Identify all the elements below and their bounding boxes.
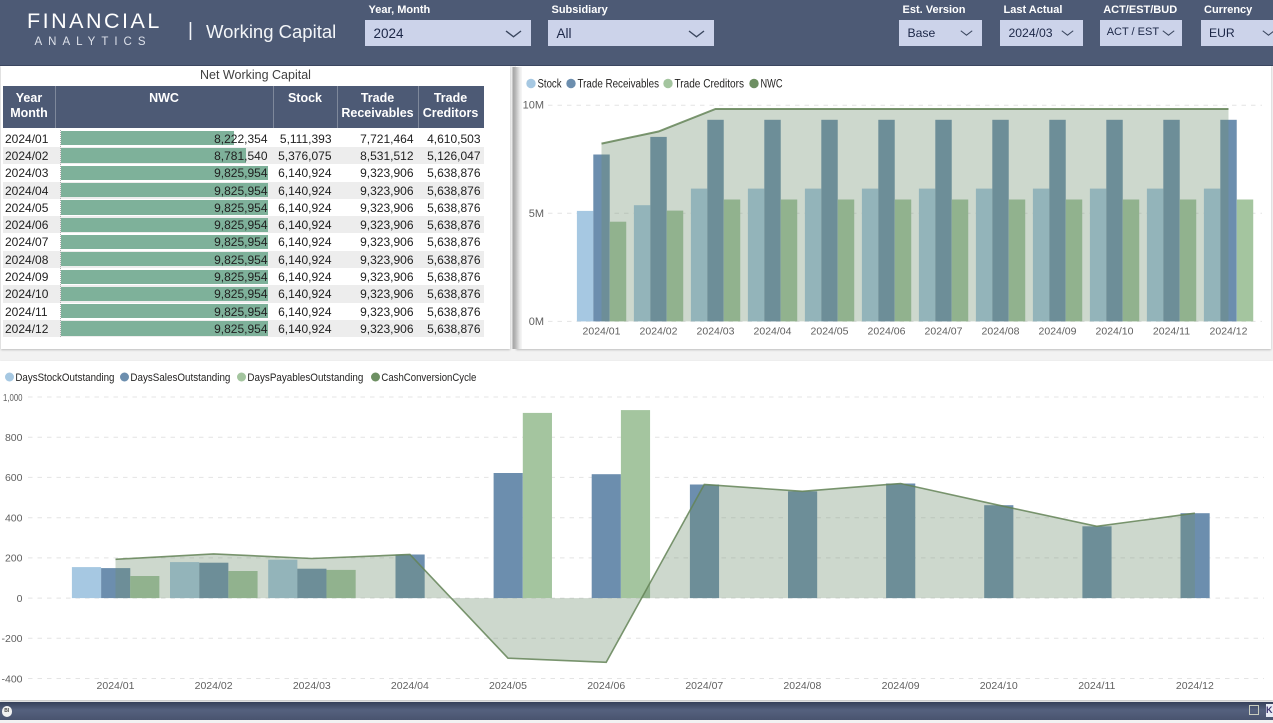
svg-text:2024/08: 2024/08 xyxy=(982,326,1020,338)
svg-text:2024/01: 2024/01 xyxy=(97,680,135,692)
svg-text:2024/02: 2024/02 xyxy=(195,680,233,692)
svg-text:2024/03: 2024/03 xyxy=(293,680,331,692)
svg-text:2024/11: 2024/11 xyxy=(1153,326,1190,338)
svg-text:0M: 0M xyxy=(529,316,544,328)
svg-text:2024/06: 2024/06 xyxy=(587,680,625,692)
svg-text:2024/04: 2024/04 xyxy=(754,326,792,338)
svg-text:Trade Receivables: Trade Receivables xyxy=(578,79,660,91)
svg-text:10M: 10M xyxy=(523,100,544,112)
svg-text:2024/02: 2024/02 xyxy=(640,326,678,338)
svg-text:600: 600 xyxy=(5,472,23,484)
svg-text:Stock: Stock xyxy=(538,79,562,91)
svg-text:2024/12: 2024/12 xyxy=(1176,680,1214,692)
svg-text:2024/10: 2024/10 xyxy=(980,680,1018,692)
svg-text:2024/09: 2024/09 xyxy=(882,680,920,692)
svg-text:2024/09: 2024/09 xyxy=(1039,326,1077,338)
svg-text:2024/06: 2024/06 xyxy=(868,326,906,338)
svg-text:CashConversionCycle: CashConversionCycle xyxy=(381,372,476,384)
svg-text:DaysPayablesOutstanding: DaysPayablesOutstanding xyxy=(247,372,363,384)
svg-text:2024/07: 2024/07 xyxy=(925,326,963,338)
svg-text:-400: -400 xyxy=(1,673,22,685)
svg-text:Trade Creditors: Trade Creditors xyxy=(675,79,745,91)
svg-text:400: 400 xyxy=(5,513,23,525)
svg-text:-200: -200 xyxy=(1,633,22,645)
svg-text:DaysSalesOutstanding: DaysSalesOutstanding xyxy=(130,372,230,384)
svg-text:1,000: 1,000 xyxy=(3,392,23,404)
svg-text:2024/08: 2024/08 xyxy=(783,680,821,692)
svg-text:2024/07: 2024/07 xyxy=(685,680,723,692)
svg-text:NWC: NWC xyxy=(761,79,783,91)
svg-text:2024/01: 2024/01 xyxy=(583,326,621,338)
svg-text:200: 200 xyxy=(5,553,23,565)
svg-text:800: 800 xyxy=(5,432,23,444)
svg-text:2024/04: 2024/04 xyxy=(391,680,429,692)
svg-text:2024/12: 2024/12 xyxy=(1210,326,1248,338)
svg-text:2024/05: 2024/05 xyxy=(811,326,849,338)
svg-text:DaysStockOutstanding: DaysStockOutstanding xyxy=(15,372,114,384)
svg-text:0: 0 xyxy=(17,593,23,605)
svg-text:5M: 5M xyxy=(529,208,544,220)
svg-text:2024/05: 2024/05 xyxy=(489,680,527,692)
svg-text:2024/11: 2024/11 xyxy=(1078,680,1115,692)
svg-text:2024/10: 2024/10 xyxy=(1096,326,1134,338)
svg-text:2024/03: 2024/03 xyxy=(697,326,735,338)
